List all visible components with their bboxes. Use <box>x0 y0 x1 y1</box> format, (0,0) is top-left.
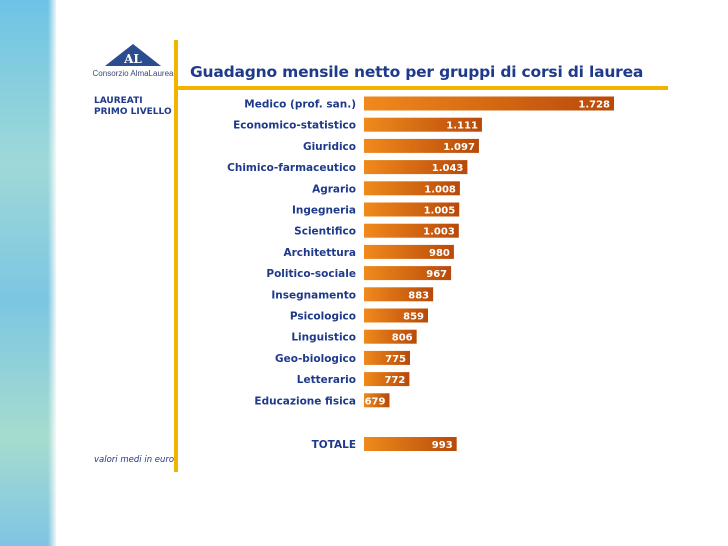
category-label: Psicologico <box>290 311 356 323</box>
bar <box>364 202 460 217</box>
value-label: 1.097 <box>443 142 475 153</box>
chart-title: Guadagno mensile netto per gruppi di cor… <box>190 63 644 81</box>
value-label: 775 <box>385 354 406 365</box>
group-label-line-1: LAUREATI <box>94 96 143 106</box>
total-value-label: 993 <box>432 440 453 451</box>
category-label: Scientifico <box>294 226 356 238</box>
horizontal-rule <box>176 86 668 90</box>
total-label: TOTALE <box>312 439 356 451</box>
category-label: Ingegneria <box>292 205 356 217</box>
logo-mark-icon: AL <box>105 44 161 66</box>
value-label: 1.728 <box>578 100 610 111</box>
logo-caption: Consorzio AlmaLaurea <box>92 69 174 78</box>
decorative-side-band <box>0 0 56 546</box>
bar <box>364 117 482 132</box>
value-label: 1.111 <box>446 121 478 132</box>
bar <box>364 160 468 175</box>
category-label: Linguistico <box>291 332 356 344</box>
bar <box>364 372 410 387</box>
category-label: Architettura <box>283 247 356 259</box>
bar <box>364 393 390 408</box>
category-label: Medico (prof. san.) <box>244 99 356 111</box>
value-label: 859 <box>403 312 424 323</box>
bar <box>364 329 417 344</box>
value-label: 967 <box>426 269 447 280</box>
almalaurea-logo: AL Consorzio AlmaLaurea <box>88 42 178 78</box>
group-label: LAUREATI PRIMO LIVELLO <box>94 96 172 118</box>
bar <box>364 138 479 153</box>
bar <box>364 244 454 259</box>
logo-mark-text: AL <box>123 52 142 66</box>
bar <box>364 266 452 281</box>
category-label: Chimico-farmaceutico <box>227 162 356 174</box>
category-label: Letterario <box>297 374 356 386</box>
group-label-line-2: PRIMO LIVELLO <box>94 107 172 117</box>
value-label: 1.043 <box>432 163 464 174</box>
bar <box>364 181 460 196</box>
category-label: Agrario <box>312 183 356 195</box>
value-label: 980 <box>429 248 450 259</box>
vertical-rule <box>174 40 178 472</box>
bars-group: Medico (prof. san.) 1.728 Economico-statis… <box>227 96 614 451</box>
category-label: Educazione fisica <box>254 395 356 407</box>
value-label: 1.003 <box>423 227 455 238</box>
category-label: Insegnamento <box>271 289 356 301</box>
value-label: 772 <box>385 375 406 386</box>
category-label: Geo-biologico <box>275 353 356 365</box>
category-label: Politico-sociale <box>266 268 356 280</box>
footnote: valori medi in euro <box>94 455 175 465</box>
value-label: 1.008 <box>424 184 456 195</box>
value-label: 883 <box>408 290 429 301</box>
category-label: Economico-statistico <box>233 120 356 132</box>
bar <box>364 96 614 111</box>
total-bar <box>364 437 457 451</box>
bar <box>364 223 459 238</box>
bar <box>364 350 411 365</box>
value-label: 679 <box>365 396 386 407</box>
bar <box>364 308 428 323</box>
value-label: 1.005 <box>424 206 456 217</box>
category-label: Giuridico <box>303 141 356 153</box>
bar <box>364 287 434 302</box>
value-label: 806 <box>392 333 413 344</box>
